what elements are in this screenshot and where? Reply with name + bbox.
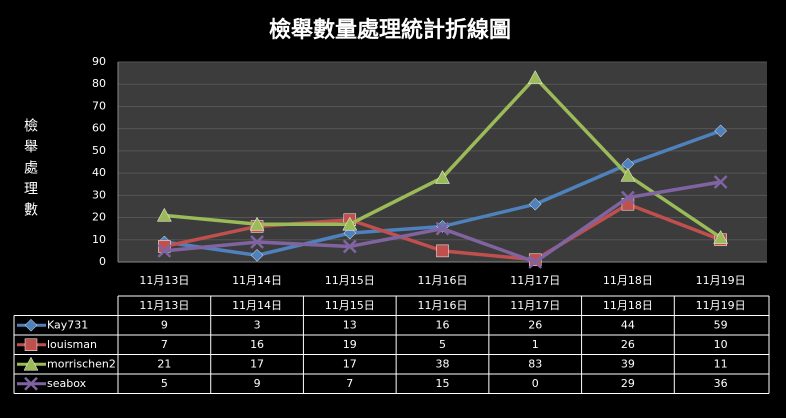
table-cell: 26	[621, 338, 635, 351]
legend-label: seabox	[47, 377, 87, 390]
chart-title: 檢舉數量處理統計折線圖	[269, 17, 511, 43]
table-cell: 9	[254, 377, 261, 390]
marker	[249, 216, 265, 231]
table-cell: 3	[254, 318, 261, 331]
marker	[24, 318, 38, 332]
marker	[157, 244, 172, 258]
y-tick-label: 90	[92, 55, 106, 68]
x-tick-label: 11月16日	[418, 274, 468, 287]
y-tick-label: 0	[99, 255, 106, 268]
y-tick-label: 60	[92, 122, 106, 135]
table-cell: 39	[621, 357, 635, 370]
marker	[620, 167, 636, 182]
y-tick-label: 30	[92, 188, 106, 201]
y-tick-label: 50	[92, 144, 106, 157]
y-tick-label: 80	[92, 77, 106, 90]
legend-label: morrischen2	[47, 357, 116, 370]
marker	[436, 244, 449, 258]
table-cell: 11	[714, 357, 728, 370]
table-header: 11月15日	[325, 299, 375, 312]
marker	[250, 248, 264, 262]
table-cell: 0	[532, 377, 539, 390]
marker	[24, 338, 38, 351]
marker	[527, 70, 543, 84]
table-header: 11月13日	[139, 299, 189, 312]
table-cell: 59	[714, 318, 728, 331]
table-cell: 5	[439, 338, 446, 351]
marker	[156, 207, 172, 222]
marker	[342, 216, 358, 231]
table-cell: 83	[528, 357, 542, 370]
table-cell: 7	[161, 338, 168, 351]
marker	[250, 235, 264, 249]
x-tick-label: 11月15日	[325, 274, 375, 287]
marker	[435, 170, 450, 184]
y-tick-label: 20	[92, 211, 106, 224]
y-tick-label: 10	[92, 233, 106, 246]
table-cell: 16	[250, 338, 264, 351]
marker	[24, 376, 38, 391]
table-cell: 17	[343, 357, 357, 370]
marker	[713, 230, 729, 244]
marker	[528, 197, 542, 211]
marker	[528, 255, 543, 269]
table-cell: 1	[532, 338, 539, 351]
table-cell: 9	[161, 318, 168, 331]
marker	[621, 190, 635, 205]
table-cell: 29	[621, 377, 635, 390]
table-header: 11月18日	[603, 299, 653, 312]
y-tick-label: 40	[92, 166, 106, 179]
table-cell: 7	[346, 377, 353, 390]
table-cell: 26	[528, 318, 542, 331]
table-cell: 44	[621, 318, 635, 331]
table-cell: 10	[714, 338, 728, 351]
table-header: 11月17日	[510, 299, 560, 312]
marker	[342, 239, 357, 254]
legend-label: louisman	[47, 338, 97, 351]
table-cell: 36	[714, 377, 728, 390]
table-cell: 17	[250, 357, 264, 370]
table-cell: 19	[343, 338, 357, 351]
x-tick-label: 11月18日	[603, 274, 653, 287]
marker	[713, 175, 728, 189]
table-header: 11月14日	[232, 299, 282, 312]
x-tick-label: 11月17日	[510, 274, 560, 287]
table-cell: 5	[161, 377, 168, 390]
table-cell: 16	[436, 318, 450, 331]
x-tick-label: 11月14日	[232, 274, 282, 287]
legend-label: Kay731	[47, 318, 88, 331]
x-tick-label: 11月13日	[139, 274, 189, 287]
table-cell: 15	[436, 377, 450, 390]
table-cell: 13	[343, 318, 357, 331]
table-cell: 21	[157, 357, 171, 370]
table-header: 11月19日	[696, 299, 746, 312]
marker	[714, 124, 727, 138]
y-axis-title: 檢舉處理數	[22, 117, 38, 223]
marker	[23, 356, 39, 371]
table-cell: 38	[436, 357, 450, 370]
y-tick-label: 70	[92, 99, 106, 112]
x-tick-label: 11月19日	[696, 274, 746, 287]
table-header: 11月16日	[418, 299, 468, 312]
marker	[435, 221, 450, 236]
